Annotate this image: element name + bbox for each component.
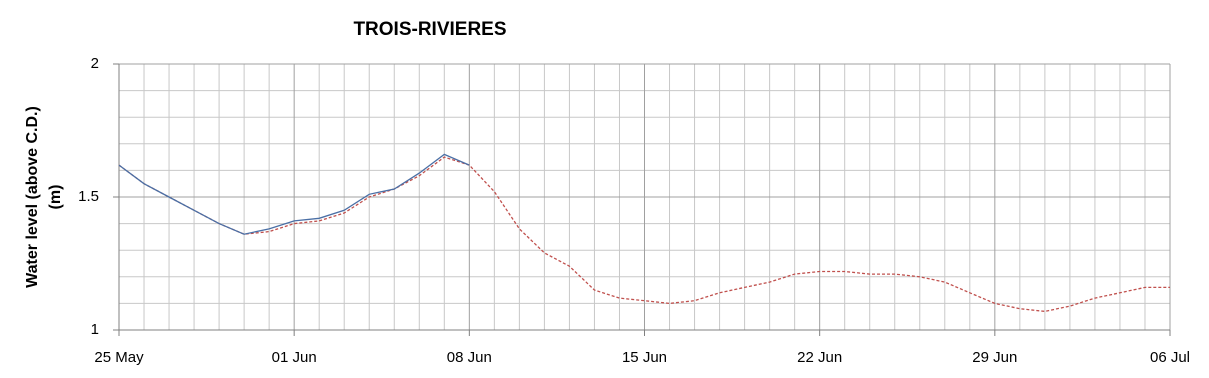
x-tick-label: 29 Jun [972,349,1017,366]
data-line [118,153,470,235]
chart-title: TROIS-RIVIERES [353,19,506,40]
y-tick-label: 2 [91,55,99,72]
x-tick-label: 08 Jun [447,349,492,366]
y-tick-label: 1 [91,321,99,338]
x-tick-label: 06 Jul [1150,349,1190,366]
y-axis-title: (m) [47,185,64,210]
x-tick-label: 01 Jun [272,349,317,366]
y-tick-label: 1.5 [78,188,99,205]
x-tick-label: 22 Jun [797,349,842,366]
x-tick-label: 15 Jun [622,349,667,366]
data-line [118,156,1170,313]
y-axis-title: Water level (above C.D.) [24,106,41,288]
x-tick-label: 25 May [94,349,144,366]
